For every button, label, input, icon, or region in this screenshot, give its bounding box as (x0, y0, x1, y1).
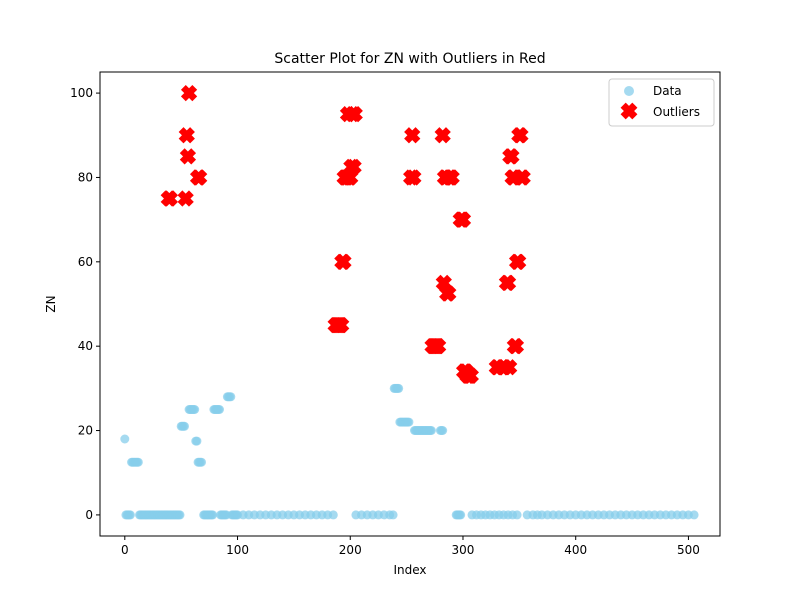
x-tick-label: 500 (677, 543, 700, 557)
y-tick-label: 40 (78, 339, 93, 353)
x-axis-label: Index (393, 563, 426, 577)
data-point (134, 458, 143, 467)
data-point (394, 384, 403, 393)
data-point (438, 426, 447, 435)
y-tick-label: 20 (78, 424, 93, 438)
data-point (192, 437, 201, 446)
data-point (180, 422, 189, 431)
x-tick-label: 100 (226, 543, 249, 557)
chart-title: Scatter Plot for ZN with Outliers in Red (274, 51, 545, 67)
data-point (389, 510, 398, 519)
data-point (329, 510, 338, 519)
data-point (197, 458, 206, 467)
data-point (226, 392, 235, 401)
legend-outliers-label: Outliers (653, 105, 700, 119)
data-point (176, 510, 185, 519)
data-point (215, 405, 224, 414)
legend: Data Outliers (609, 79, 714, 126)
y-tick-label: 100 (70, 86, 93, 100)
data-point (190, 405, 199, 414)
data-point (404, 418, 413, 427)
x-tick-label: 0 (121, 543, 129, 557)
legend-data-marker (624, 86, 634, 96)
data-point (690, 510, 699, 519)
x-tick-label: 200 (339, 543, 362, 557)
data-point (120, 435, 129, 444)
data-point (456, 510, 465, 519)
y-tick-label: 60 (78, 255, 93, 269)
x-tick-label: 400 (564, 543, 587, 557)
y-tick-label: 80 (78, 170, 93, 184)
data-point (208, 510, 217, 519)
data-point (126, 510, 135, 519)
data-point (427, 426, 436, 435)
y-axis-label: ZN (44, 295, 58, 312)
y-tick-label: 0 (85, 508, 93, 522)
legend-data-label: Data (653, 84, 682, 98)
x-tick-label: 300 (452, 543, 475, 557)
data-point (513, 510, 522, 519)
